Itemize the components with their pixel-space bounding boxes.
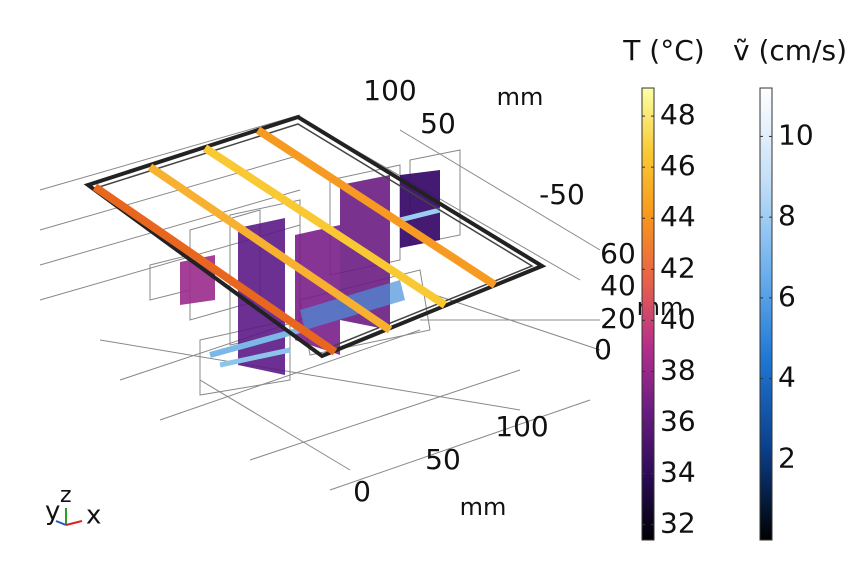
label: z <box>60 483 72 508</box>
label: 0 <box>594 333 612 366</box>
colorbar-tick-label: 2 <box>778 441 796 474</box>
label: 50 <box>420 107 456 140</box>
label: mm <box>497 83 544 111</box>
label: y <box>45 497 60 527</box>
colorbar-tick-label: 42 <box>660 251 696 284</box>
colorbar <box>759 87 773 541</box>
triad: y z x <box>45 483 101 531</box>
colorbar-tick-label: 46 <box>660 149 696 182</box>
colorbar-tick-label: 48 <box>660 98 696 131</box>
shape <box>209 327 301 358</box>
shape <box>39 114 301 191</box>
shape <box>199 379 351 471</box>
top-plate <box>83 114 547 359</box>
shape <box>83 114 547 359</box>
colorbar-tick-label: 4 <box>778 361 796 394</box>
colorbar-tick-label: 44 <box>660 200 696 233</box>
label: 100 <box>363 74 416 107</box>
colorbar <box>641 87 655 541</box>
colorbar-title: ṽ (cm/s) <box>733 34 847 67</box>
shape <box>329 399 591 491</box>
colorbar-tick-label: 6 <box>778 280 796 313</box>
shape <box>249 369 521 461</box>
shape <box>202 144 448 309</box>
colorbar-tick-label: 34 <box>660 456 696 489</box>
shape <box>65 520 83 526</box>
colorbar-tick-label: 38 <box>660 353 696 386</box>
shape <box>92 183 338 356</box>
shape <box>255 126 498 289</box>
shape <box>399 129 601 251</box>
colorbar-tick-label: 8 <box>778 199 796 232</box>
grid-3d <box>39 114 601 491</box>
label: -50 <box>539 178 585 211</box>
colorbar-tick-label: 36 <box>660 405 696 438</box>
label: 40 <box>600 269 636 302</box>
colorbar-tick-label: 40 <box>660 302 696 335</box>
colorbar-tick-label: 10 <box>778 118 814 151</box>
label: 20 <box>600 302 636 335</box>
shape <box>399 207 441 223</box>
label: 50 <box>425 443 461 476</box>
shape <box>39 189 301 266</box>
shape <box>39 154 301 231</box>
label: x <box>86 501 101 531</box>
axis-labels: 100 50 -50 mm 60 40 20 0 mm 100 50 0 mm <box>353 74 683 521</box>
colorbar-tick-label: 32 <box>660 507 696 540</box>
shape <box>219 347 291 368</box>
label: mm <box>460 493 507 521</box>
label: 60 <box>600 237 636 270</box>
shape <box>147 163 393 334</box>
label: 100 <box>495 410 548 443</box>
shape <box>99 339 521 411</box>
shape <box>55 520 67 526</box>
colorbar-title: T (°C) <box>622 34 704 67</box>
label: 0 <box>353 475 371 508</box>
